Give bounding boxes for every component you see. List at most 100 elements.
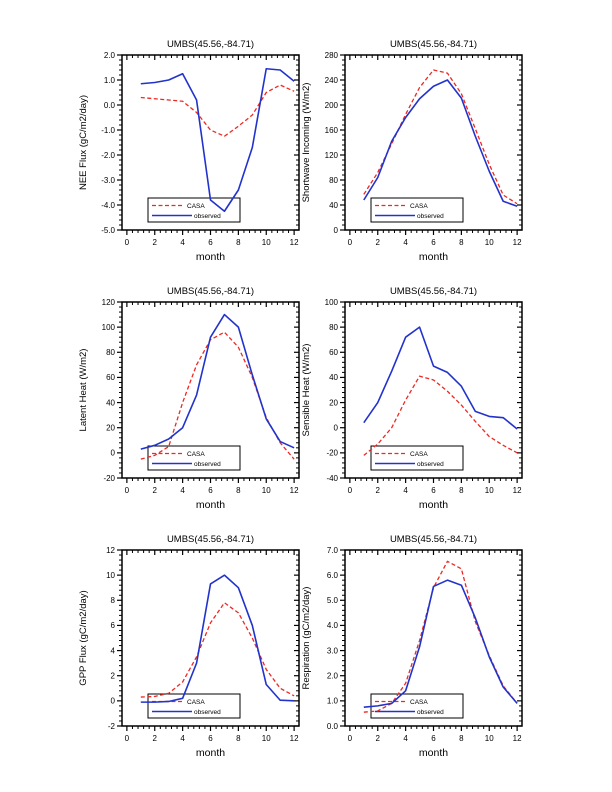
x-tick-label: 4 bbox=[403, 238, 408, 247]
legend-casa-label: CASA bbox=[410, 451, 428, 458]
y-tick-label: 160 bbox=[325, 126, 339, 135]
x-axis-label: month bbox=[196, 251, 225, 263]
x-tick-label: 8 bbox=[459, 734, 464, 743]
x-tick-label: 8 bbox=[459, 238, 464, 247]
legend-casa-label: CASA bbox=[187, 451, 205, 458]
series-observed-line bbox=[140, 67, 295, 213]
chart-title: UMBS(45.56,-84.71) bbox=[167, 286, 254, 297]
y-tick-label: -40 bbox=[326, 474, 338, 483]
x-tick-label: 4 bbox=[180, 486, 185, 495]
x-tick-label: 0 bbox=[125, 238, 130, 247]
y-tick-label: 100 bbox=[102, 323, 116, 332]
y-tick-label: 20 bbox=[329, 398, 338, 407]
x-tick-label: 0 bbox=[348, 734, 353, 743]
y-tick-label: 0 bbox=[111, 697, 116, 706]
y-tick-label: 100 bbox=[325, 298, 339, 307]
legend-casa-label: CASA bbox=[187, 699, 205, 706]
x-tick-label: 10 bbox=[262, 486, 271, 495]
x-tick-label: 10 bbox=[485, 238, 494, 247]
x-tick-label: 2 bbox=[153, 486, 158, 495]
series-observed-line bbox=[363, 79, 518, 208]
y-tick-label: 1.0 bbox=[104, 76, 116, 85]
y-tick-label: 4.0 bbox=[327, 621, 339, 630]
x-tick-label: 2 bbox=[376, 486, 381, 495]
y-axis-label: GPP Flux (gC/m2/day) bbox=[78, 590, 89, 685]
y-tick-label: 120 bbox=[325, 151, 339, 160]
x-tick-label: 2 bbox=[153, 734, 158, 743]
x-tick-label: 8 bbox=[236, 486, 241, 495]
y-tick-label: 0.0 bbox=[104, 101, 116, 110]
y-tick-label: -2 bbox=[108, 722, 116, 731]
x-axis-label: month bbox=[196, 499, 225, 511]
x-tick-label: 6 bbox=[208, 238, 213, 247]
y-tick-label: 240 bbox=[325, 76, 339, 85]
y-tick-label: 280 bbox=[325, 51, 339, 60]
y-tick-label: -4.0 bbox=[101, 201, 115, 210]
x-tick-label: 10 bbox=[262, 734, 271, 743]
legend-box bbox=[370, 445, 464, 471]
x-tick-label: 10 bbox=[485, 734, 494, 743]
y-tick-label: 80 bbox=[106, 348, 115, 357]
y-tick-label: 5.0 bbox=[327, 596, 339, 605]
legend-observed-label: observed bbox=[194, 213, 221, 220]
legend-observed-label: observed bbox=[194, 461, 221, 468]
chart-title: UMBS(45.56,-84.71) bbox=[390, 39, 477, 50]
y-tick-label: 4 bbox=[111, 646, 116, 655]
x-tick-label: 10 bbox=[262, 238, 271, 247]
x-tick-label: 6 bbox=[208, 486, 213, 495]
x-axis-label: month bbox=[419, 499, 448, 511]
x-axis-label: month bbox=[196, 747, 225, 759]
y-tick-label: 12 bbox=[106, 546, 115, 555]
y-tick-label: -3.0 bbox=[101, 176, 115, 185]
x-tick-label: 2 bbox=[153, 238, 158, 247]
x-tick-label: 6 bbox=[431, 238, 436, 247]
y-tick-label: -5.0 bbox=[101, 226, 115, 235]
y-tick-label: 60 bbox=[106, 373, 115, 382]
legend-box bbox=[147, 693, 241, 719]
chart-title: UMBS(45.56,-84.71) bbox=[390, 534, 477, 545]
x-axis-label: month bbox=[419, 251, 448, 263]
x-tick-label: 12 bbox=[290, 734, 299, 743]
y-tick-label: 2.0 bbox=[104, 51, 116, 60]
legend-casa-label: CASA bbox=[410, 699, 428, 706]
y-tick-label: 40 bbox=[329, 201, 338, 210]
y-tick-label: 3.0 bbox=[327, 646, 339, 655]
y-tick-label: 10 bbox=[106, 571, 115, 580]
y-tick-label: 0 bbox=[334, 226, 339, 235]
x-tick-label: 8 bbox=[236, 238, 241, 247]
y-axis-label: Sensible Heat (W/m2) bbox=[301, 344, 312, 437]
legend-observed-label: observed bbox=[417, 213, 444, 220]
y-tick-label: 0 bbox=[111, 449, 116, 458]
y-tick-label: 2.0 bbox=[327, 672, 339, 681]
y-tick-label: 20 bbox=[106, 424, 115, 433]
x-tick-label: 6 bbox=[431, 486, 436, 495]
y-tick-label: -2.0 bbox=[101, 151, 115, 160]
x-tick-label: 0 bbox=[125, 486, 130, 495]
y-tick-label: 2 bbox=[111, 672, 116, 681]
y-tick-label: 40 bbox=[329, 373, 338, 382]
series-observed-line bbox=[363, 579, 518, 708]
y-tick-label: 80 bbox=[329, 176, 338, 185]
legend-casa-label: CASA bbox=[187, 203, 205, 210]
legend-observed-label: observed bbox=[417, 709, 444, 716]
x-tick-label: 0 bbox=[348, 486, 353, 495]
x-tick-label: 12 bbox=[513, 238, 522, 247]
x-tick-label: 4 bbox=[180, 238, 185, 247]
legend-box bbox=[147, 445, 241, 471]
x-tick-label: 12 bbox=[290, 238, 299, 247]
y-tick-label: -1.0 bbox=[101, 126, 115, 135]
y-tick-label: 60 bbox=[329, 348, 338, 357]
x-tick-label: 4 bbox=[403, 486, 408, 495]
y-tick-label: 120 bbox=[102, 298, 116, 307]
legend-box bbox=[147, 197, 241, 223]
y-tick-label: 6.0 bbox=[327, 571, 339, 580]
y-tick-label: -20 bbox=[326, 449, 338, 458]
x-tick-label: 8 bbox=[236, 734, 241, 743]
x-tick-label: 12 bbox=[513, 734, 522, 743]
y-tick-label: 200 bbox=[325, 101, 339, 110]
series-observed-line bbox=[140, 313, 295, 450]
y-axis-label: NEE Flux (gC/m2/day) bbox=[78, 95, 89, 190]
